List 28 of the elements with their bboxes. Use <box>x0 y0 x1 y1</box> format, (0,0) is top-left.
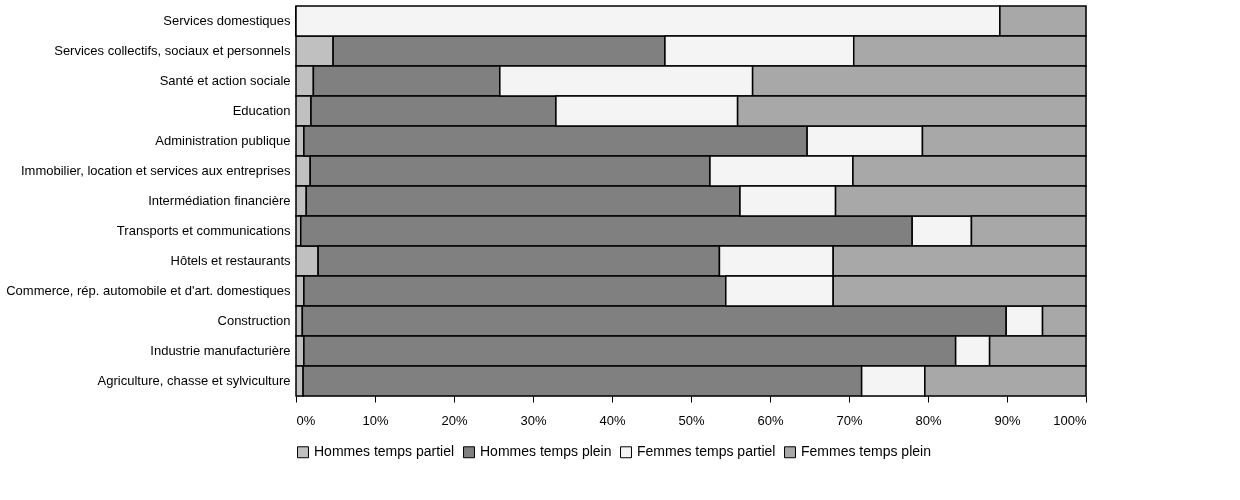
x-tick-label: 100% <box>1053 412 1087 428</box>
y-tick-label: Education <box>232 103 291 118</box>
x-tick-label: 90% <box>994 412 1021 428</box>
y-tick-label: Agriculture, chasse et sylviculture <box>97 373 291 388</box>
legend-label: Hommes temps partiel <box>314 443 455 460</box>
y-tick-label: Intermédiation financière <box>148 193 291 208</box>
y-tick-label: Immobilier, location et services aux entreprises <box>20 163 291 178</box>
x-tick-label: 50% <box>678 412 705 428</box>
y-tick-label: Santé et action sociale <box>159 73 291 88</box>
y-tick-label: Transports et communications <box>116 223 291 238</box>
x-tick-label: 40% <box>599 412 626 428</box>
x-tick-label: 60% <box>757 412 784 428</box>
y-tick-label: Commerce, rép. automobile et d'art. domestiques <box>6 283 291 298</box>
x-tick-label: 20% <box>441 412 468 428</box>
y-tick-label: Administration publique <box>155 133 291 148</box>
x-tick-label: 10% <box>362 412 389 428</box>
y-tick-label: Industrie manufacturière <box>150 343 291 358</box>
y-tick-label: Services domestiques <box>163 13 291 28</box>
legend-label: Femmes temps plein <box>801 443 931 460</box>
x-tick-label: 80% <box>915 412 942 428</box>
legend-label: Femmes temps partiel <box>637 443 776 460</box>
x-tick-label: 70% <box>836 412 863 428</box>
y-tick-label: Hôtels et restaurants <box>170 253 291 268</box>
y-tick-label: Services collectifs, sociaux et personnels <box>54 43 291 58</box>
x-tick-label: 0% <box>296 412 316 428</box>
legend-label: Hommes temps plein <box>480 443 612 460</box>
y-tick-label: Construction <box>217 313 291 328</box>
x-tick-label: 30% <box>520 412 547 428</box>
